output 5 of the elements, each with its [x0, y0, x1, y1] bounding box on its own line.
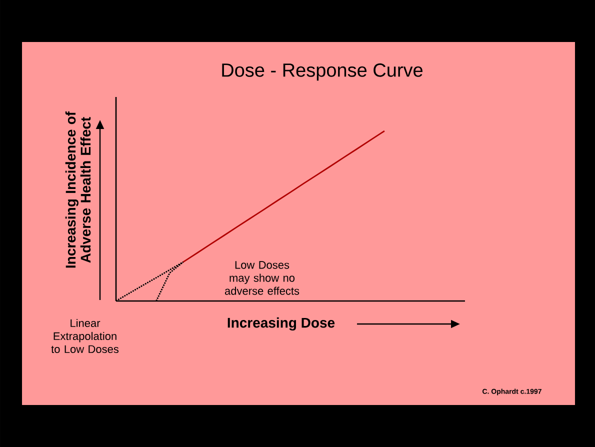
annotation: Low Doses may show no adverse effects: [224, 261, 300, 295]
y-axis-title: Increasing Incidence of Adverse Health Effect: [65, 111, 91, 268]
chart-title: Dose - Response Curve: [222, 63, 422, 81]
x-axis-title: Increasing Dose: [228, 317, 335, 331]
text: Linear Extrapolation to Low Doses: [51, 318, 119, 354]
